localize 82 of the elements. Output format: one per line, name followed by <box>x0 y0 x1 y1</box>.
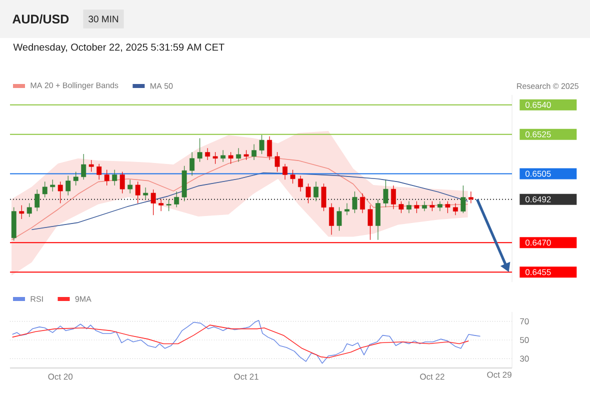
candlestick <box>128 179 133 194</box>
candlestick <box>220 150 226 162</box>
candlestick <box>166 199 172 212</box>
candlestick <box>422 200 427 212</box>
candlestick <box>112 170 118 186</box>
candlestick <box>460 185 466 214</box>
candlestick <box>104 170 110 186</box>
y-tick-label: 0.6492 <box>526 196 551 202</box>
legend-label: MA 50 <box>150 83 173 89</box>
candlestick <box>150 189 156 216</box>
candlestick <box>360 193 365 214</box>
y-tick-label: 0.6505 <box>526 170 551 177</box>
candlestick <box>290 170 296 184</box>
candlestick <box>244 150 249 160</box>
candlestick <box>336 206 342 232</box>
candlestick <box>66 175 71 196</box>
text: Research © 2025 <box>517 83 578 89</box>
x-tick-label: Oct 22 <box>420 374 444 380</box>
legend-label: MA 20 + Bollinger Bands <box>30 82 118 90</box>
candlestick <box>398 200 404 214</box>
candlestick <box>212 152 218 164</box>
candlestick <box>143 187 148 200</box>
chart-subtitle: 30 MIN <box>88 16 118 22</box>
candlestick <box>228 152 234 164</box>
legend-label: 9MA <box>75 296 92 302</box>
candlestick <box>34 189 40 212</box>
candlestick <box>26 202 32 218</box>
y-tick-label: 0.6455 <box>526 269 551 276</box>
candlestick <box>197 138 202 162</box>
candlestick <box>73 171 78 186</box>
candlestick <box>352 191 358 214</box>
candlestick <box>120 171 125 194</box>
candlestick <box>282 164 288 180</box>
candlestick <box>174 191 180 208</box>
candlestick <box>190 152 195 176</box>
candlestick <box>19 204 24 220</box>
candlestick <box>391 185 396 210</box>
candlestick <box>314 181 318 202</box>
candlestick <box>452 202 458 216</box>
text: Oct 29 <box>487 372 512 378</box>
y-tick-label: 50 <box>520 336 529 344</box>
candlestick <box>306 183 311 204</box>
candlestick <box>58 181 63 204</box>
candlestick <box>406 200 412 214</box>
y-tick-label: 70 <box>520 318 529 324</box>
candlestick <box>259 134 264 154</box>
candlestick <box>414 200 420 214</box>
candlestick <box>50 179 56 192</box>
candlestick <box>383 179 388 208</box>
chart-title: AUD/USD <box>12 14 69 24</box>
candlestick <box>376 199 380 240</box>
candlestick <box>81 154 86 180</box>
line-series <box>12 324 470 358</box>
candlestick <box>158 199 164 212</box>
y-tick-label: 0.6470 <box>526 240 551 246</box>
candlestick <box>236 148 242 162</box>
x-tick-label: Oct 20 <box>48 374 73 380</box>
y-tick-label: 30 <box>520 356 529 362</box>
candlestick <box>42 181 48 198</box>
y-tick-label: 0.6525 <box>526 131 551 138</box>
candlestick <box>321 183 326 212</box>
candlestick <box>329 202 334 236</box>
candlestick <box>468 191 474 204</box>
candlestick <box>344 202 350 216</box>
candlestick <box>96 164 102 180</box>
candlestick <box>445 200 450 214</box>
candlestick <box>88 160 94 172</box>
candlestick <box>368 204 373 240</box>
candlestick <box>437 200 442 212</box>
candlestick <box>252 144 257 160</box>
text: Wednesday, October 22, 2025 5:31:59 AM CET <box>13 43 224 53</box>
line-series <box>31 172 468 230</box>
candlestick <box>430 200 435 212</box>
candlestick <box>267 136 272 160</box>
legend-label: RSI <box>30 296 43 302</box>
candlestick <box>205 148 210 160</box>
line-series <box>12 320 481 364</box>
candlestick <box>298 175 303 192</box>
x-tick-label: Oct 21 <box>234 374 258 380</box>
candlestick <box>135 181 140 204</box>
y-tick-label: 0.6540 <box>526 102 551 108</box>
candlestick <box>274 152 280 172</box>
